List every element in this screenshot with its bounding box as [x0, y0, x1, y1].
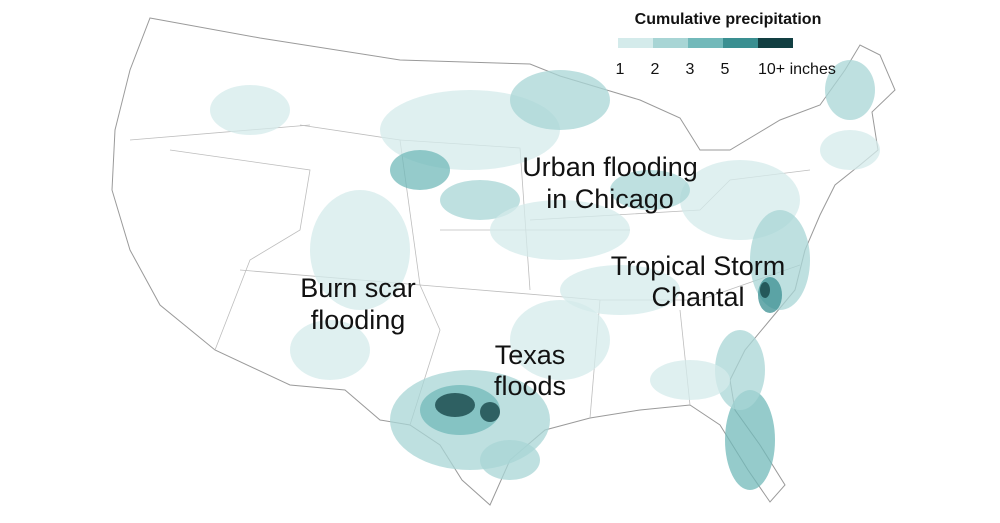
precip-area: [440, 180, 520, 220]
precip-area: [825, 60, 875, 120]
legend-swatch: [688, 38, 723, 48]
annotation: Texas: [495, 340, 566, 370]
legend-swatch: [758, 38, 793, 48]
precip-area: [725, 390, 775, 490]
precip-area: [390, 150, 450, 190]
precip-area: [310, 190, 410, 310]
legend-label: 2: [651, 61, 660, 78]
precip-area: [760, 282, 770, 298]
annotation: in Chicago: [546, 184, 674, 214]
precip-area: [480, 440, 540, 480]
precip-area: [480, 402, 500, 422]
annotation: Tropical Storm: [611, 251, 786, 281]
precip-area: [560, 265, 680, 315]
legend-label: 3: [686, 61, 695, 78]
legend: 1 2 3 5 10+ inches: [616, 38, 836, 78]
annotations: Urban flooding in Chicago Tropical Storm…: [300, 152, 785, 401]
precipitation: [210, 60, 880, 490]
annotation: flooding: [311, 305, 406, 335]
precip-area: [650, 360, 730, 400]
annotation: Urban flooding: [522, 152, 698, 182]
legend-swatch: [653, 38, 688, 48]
precip-area: [210, 85, 290, 135]
precip-area: [490, 200, 630, 260]
annotation: floods: [494, 371, 566, 401]
precip-area: [610, 170, 690, 210]
legend-swatch: [723, 38, 758, 48]
annotation: Burn scar: [300, 273, 416, 303]
legend-swatch: [618, 38, 653, 48]
legend-label: 5: [721, 61, 730, 78]
precip-area: [510, 70, 610, 130]
precip-area: [715, 330, 765, 410]
precip-area: [435, 393, 475, 417]
precip-area: [820, 130, 880, 170]
legend-label: 1: [616, 61, 625, 78]
precip-area: [510, 300, 610, 380]
annotation: Chantal: [651, 282, 744, 312]
precip-area: [290, 320, 370, 380]
legend-label: 10+ inches: [758, 61, 836, 78]
legend-title: Cumulative precipitation: [635, 11, 822, 28]
